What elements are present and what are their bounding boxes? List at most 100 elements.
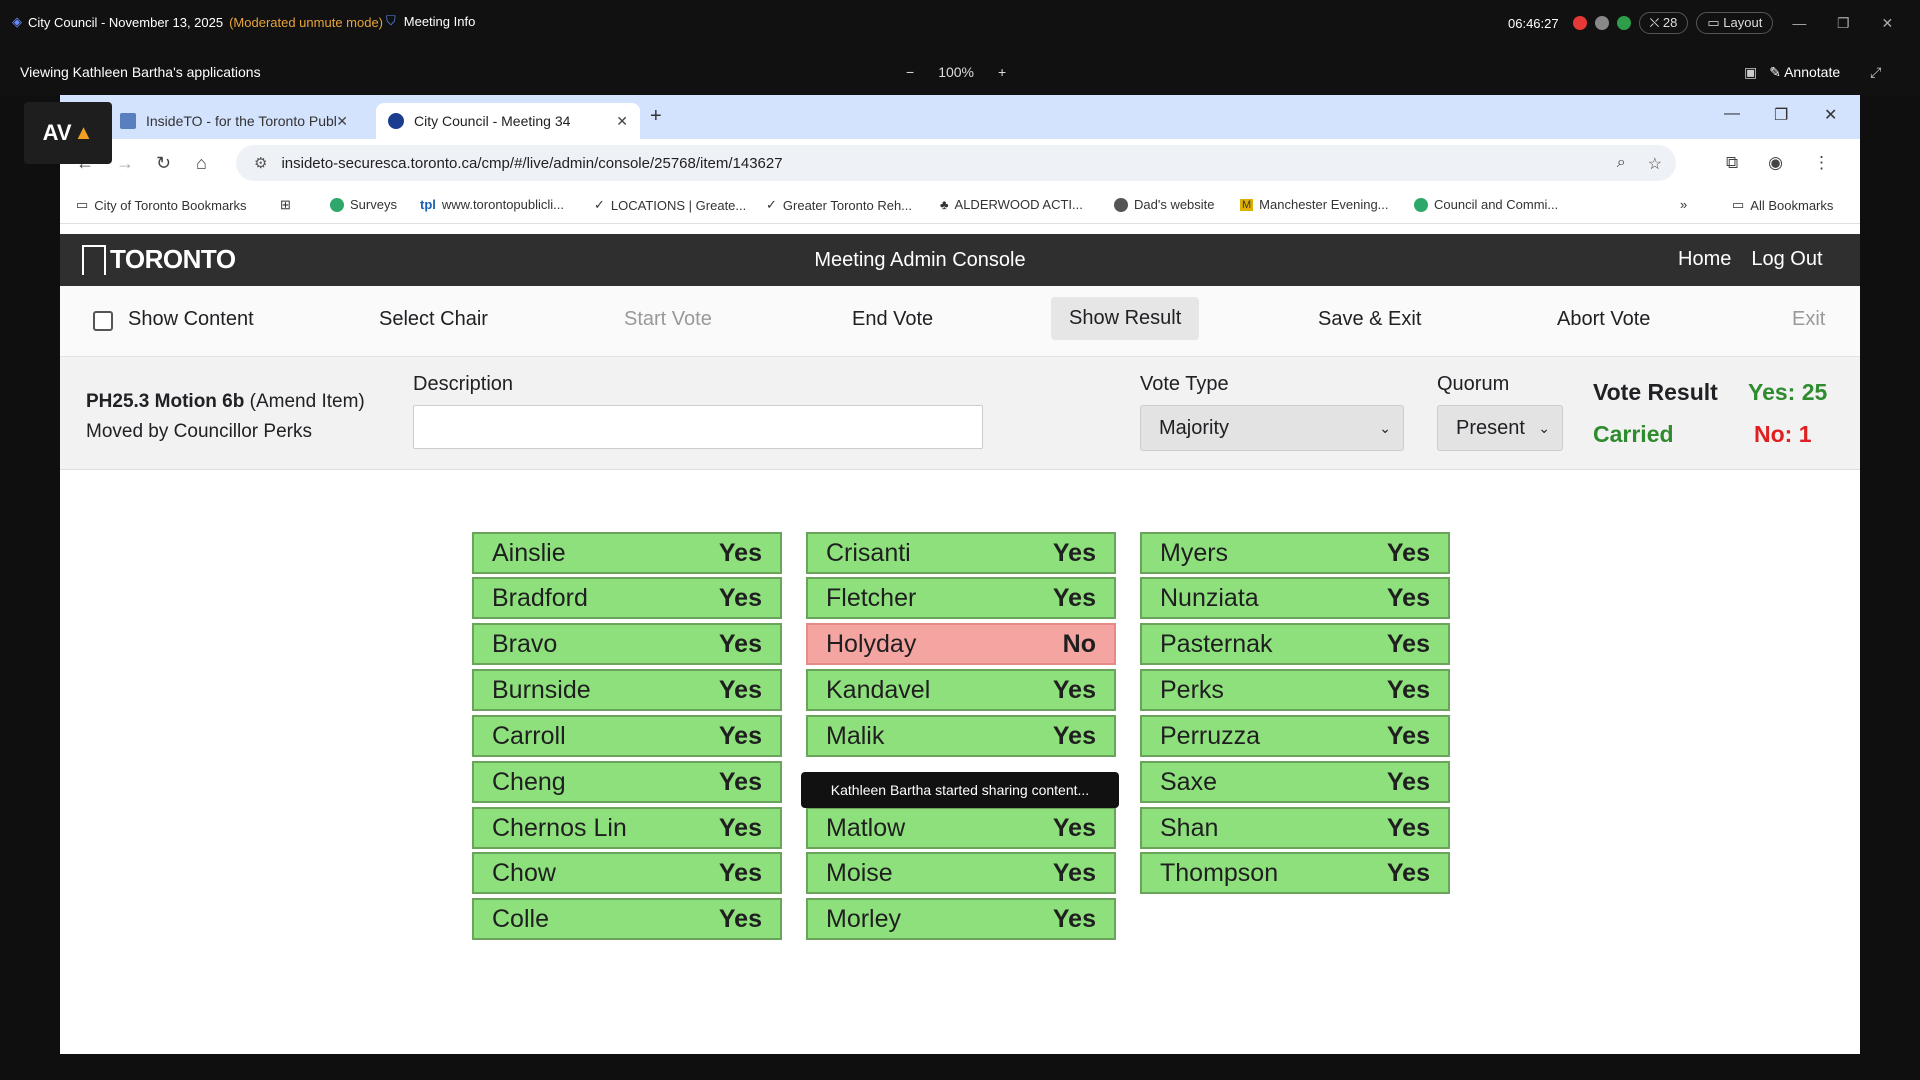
councillor-name: Myers (1160, 538, 1229, 567)
meeting-top-bar: ◈ City Council - November 13, 2025 (Mode… (0, 0, 1920, 44)
description-input[interactable] (413, 405, 983, 449)
participants-button[interactable]: ⛌ 28 (1638, 12, 1689, 34)
browser-restore-icon[interactable]: ❐ (1774, 107, 1789, 124)
restore-icon[interactable]: ❐ (1837, 14, 1850, 31)
tab-insideto[interactable]: InsideTO - for the Toronto Publ ✕ (108, 103, 360, 139)
toronto-logo[interactable]: TORONTO (82, 244, 236, 275)
councillor-name: Thompson (1160, 858, 1279, 887)
browser-minimize-icon[interactable]: — (1724, 105, 1740, 122)
menu-icon[interactable]: ⋮ (1812, 153, 1830, 172)
av-logo-text: AV (42, 120, 72, 145)
councillor-name: Moise (826, 858, 893, 887)
show-content-label[interactable]: Show Content (128, 308, 254, 330)
bookmark-label: Surveys (350, 197, 397, 212)
reload-icon[interactable]: ↻ (156, 153, 172, 173)
address-bar[interactable]: ⚙ insideto-securesca.toronto.ca/cmp/#/li… (236, 145, 1676, 181)
teams-logo-icon: ◈ (12, 14, 22, 29)
show-result-button[interactable]: Show Result (1051, 297, 1200, 340)
councillor-name: Burnside (492, 675, 591, 704)
participants-count: 28 (1662, 15, 1678, 30)
councillor-vote-row: Moise Yes (806, 852, 1116, 894)
bookmark-item[interactable]: ▭ City of Toronto Bookmarks (76, 197, 247, 213)
close-tab-icon[interactable]: ✕ (336, 112, 348, 129)
audio-status-icon (1616, 16, 1631, 30)
vote-type-select[interactable]: Majority ⌄ (1140, 405, 1404, 451)
page-title: Meeting Admin Console (814, 249, 1026, 271)
meeting-mode: (Moderated unmute mode) (229, 14, 384, 30)
browser-close-icon[interactable]: ✕ (1824, 107, 1838, 124)
bookmark-item[interactable]: M Manchester Evening... (1240, 197, 1389, 212)
extensions-icon[interactable]: ⧉ (1726, 153, 1739, 172)
councillor-vote-row: Bravo Yes (472, 623, 782, 665)
end-vote-button[interactable]: End Vote (852, 308, 934, 330)
councillor-name: Malik (826, 721, 885, 750)
popout-icon[interactable]: ▣ (1744, 64, 1758, 80)
city-hall-icon (82, 244, 106, 275)
all-bookmarks[interactable]: ▭ All Bookmarks (1732, 197, 1833, 213)
exit-button[interactable]: Exit (1792, 308, 1826, 330)
save-exit-button[interactable]: Save & Exit (1318, 308, 1422, 330)
select-chair-button[interactable]: Select Chair (379, 308, 488, 330)
councillor-name: Bradford (492, 583, 588, 612)
zoom-out-icon[interactable]: − (906, 64, 915, 80)
abort-vote-button[interactable]: Abort Vote (1557, 308, 1651, 330)
site-header: TORONTO Meeting Admin Console Home Log O… (60, 234, 1860, 286)
news-icon: M (1240, 198, 1254, 211)
councillor-name: Crisanti (826, 538, 911, 567)
url-text: insideto-securesca.toronto.ca/cmp/#/live… (281, 154, 783, 172)
zoom-in-icon[interactable]: + (998, 64, 1007, 80)
forward-icon[interactable]: → (116, 153, 134, 173)
layout-label: Layout (1723, 15, 1763, 30)
councillor-name: Perks (1160, 675, 1224, 704)
logout-link[interactable]: Log Out (1751, 248, 1823, 270)
toronto-favicon-icon (388, 113, 404, 129)
annotate-button[interactable]: ✎ Annotate (1769, 64, 1841, 80)
no-count: No: 1 (1754, 421, 1812, 447)
bookmark-item[interactable]: Dad's website (1114, 197, 1215, 212)
close-tab-icon[interactable]: ✕ (616, 112, 628, 129)
councillor-vote: Yes (1386, 583, 1430, 612)
councillor-vote: Yes (1386, 538, 1430, 567)
show-content-checkbox[interactable] (93, 311, 113, 331)
tpl-icon: tpl (420, 197, 436, 212)
councillor-vote-row: Kandavel Yes (806, 669, 1116, 711)
councillor-vote: Yes (718, 813, 762, 842)
bookmark-item[interactable]: ✓ Greater Toronto Reh... (766, 197, 912, 213)
new-tab-icon[interactable]: + (650, 105, 662, 127)
link-icon: ✓ (766, 197, 777, 212)
start-vote-button[interactable]: Start Vote (624, 308, 712, 330)
bookmark-item[interactable]: Council and Commi... (1414, 197, 1558, 212)
bookmark-item[interactable]: Surveys (330, 197, 397, 212)
close-icon[interactable]: ✕ (1881, 14, 1894, 31)
fullscreen-icon[interactable]: ⤢ (1870, 64, 1882, 80)
quorum-select[interactable]: Present ⌄ (1437, 405, 1563, 451)
more-bookmarks-icon[interactable]: » (1680, 197, 1688, 212)
councillor-vote: Yes (718, 583, 762, 612)
councillor-vote: Yes (718, 767, 762, 796)
home-link[interactable]: Home (1678, 248, 1732, 270)
minimize-icon[interactable]: — (1792, 15, 1807, 31)
councillor-vote: Yes (1052, 721, 1096, 750)
apps-icon[interactable]: ⊞ (280, 197, 291, 212)
layout-button[interactable]: ▭ Layout (1696, 12, 1774, 34)
moved-by: Moved by Councillor Perks (86, 421, 312, 442)
logo-text: TORONTO (110, 244, 236, 274)
councillor-vote-row: Burnside Yes (472, 669, 782, 711)
zoom-icon[interactable]: ⌕ (1616, 154, 1626, 171)
bookmark-item[interactable]: ♣ ALDERWOOD ACTI... (940, 197, 1083, 212)
home-icon[interactable]: ⌂ (196, 153, 207, 173)
tab-city-council[interactable]: City Council - Meeting 34 ✕ (376, 103, 640, 139)
profile-icon[interactable]: ◉ (1768, 153, 1783, 172)
bookmark-item[interactable]: ✓ LOCATIONS | Greate... (594, 197, 746, 213)
meeting-info-button[interactable]: ⛉ Meeting Info (386, 13, 475, 29)
councillor-vote: Yes (718, 629, 762, 658)
bookmark-item[interactable]: tpl www.torontopublicli... (420, 197, 564, 212)
warning-triangle-icon: ▲ (73, 121, 94, 144)
tab-label: InsideTO - for the Toronto Publ (146, 113, 336, 129)
record-status-icon (1572, 16, 1587, 30)
councillor-vote-row: Thompson Yes (1140, 852, 1450, 894)
bookmark-star-icon[interactable]: ☆ (1647, 156, 1662, 173)
vote-type-label: Vote Type (1140, 373, 1229, 395)
site-info-icon[interactable]: ⚙ (254, 155, 268, 172)
councillor-name: Carroll (492, 721, 566, 750)
